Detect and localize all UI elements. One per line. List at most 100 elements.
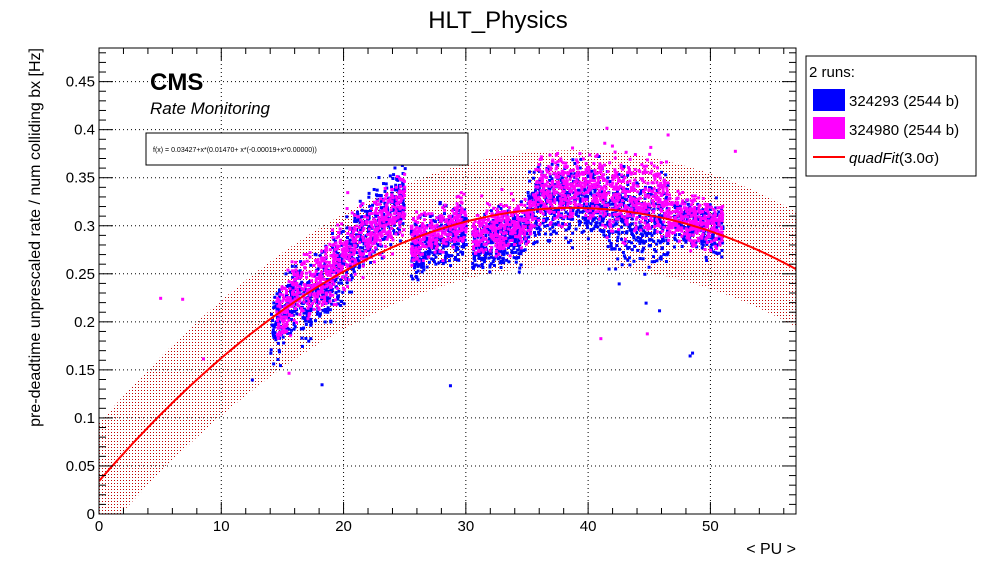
data-point xyxy=(654,192,658,196)
data-point xyxy=(401,192,405,196)
data-point xyxy=(578,166,582,170)
data-point xyxy=(667,224,671,228)
data-point xyxy=(361,228,365,232)
data-point xyxy=(570,246,574,250)
data-point xyxy=(420,242,424,246)
data-point xyxy=(568,215,572,219)
outlier-point xyxy=(643,272,647,276)
data-point xyxy=(576,208,580,212)
data-point xyxy=(271,328,275,332)
data-point xyxy=(337,289,341,293)
data-point xyxy=(496,226,500,230)
data-point xyxy=(307,339,311,343)
data-point xyxy=(380,212,384,216)
data-point xyxy=(282,341,286,345)
data-point xyxy=(705,219,709,223)
data-point xyxy=(602,177,606,181)
data-point xyxy=(569,190,573,194)
data-point xyxy=(538,181,542,185)
data-point xyxy=(482,257,486,261)
data-point xyxy=(706,215,710,219)
data-point xyxy=(290,317,294,321)
data-point xyxy=(314,253,318,257)
data-point xyxy=(277,307,281,311)
data-point xyxy=(646,181,650,185)
data-point xyxy=(553,201,557,205)
data-point xyxy=(348,258,352,262)
data-point xyxy=(475,213,479,217)
data-point xyxy=(580,181,584,185)
data-point xyxy=(678,206,682,210)
data-point xyxy=(691,239,695,243)
data-point xyxy=(589,170,593,174)
data-point xyxy=(559,172,563,176)
data-point xyxy=(591,199,595,203)
data-point xyxy=(412,262,416,266)
data-point xyxy=(382,182,386,186)
data-point xyxy=(365,220,369,224)
data-point xyxy=(447,223,451,227)
data-point xyxy=(336,269,340,273)
data-point xyxy=(648,152,652,156)
data-point xyxy=(375,188,379,192)
data-point xyxy=(534,222,538,226)
data-point xyxy=(378,221,382,225)
data-point xyxy=(641,233,645,237)
data-point xyxy=(495,246,499,250)
data-point xyxy=(682,234,686,238)
data-point xyxy=(505,216,509,220)
data-point xyxy=(715,222,719,226)
data-point xyxy=(326,297,330,301)
data-point xyxy=(639,220,643,224)
data-point xyxy=(322,266,326,270)
data-point xyxy=(330,288,334,292)
data-point xyxy=(588,204,592,208)
data-point xyxy=(374,236,378,240)
data-point xyxy=(623,240,627,244)
data-point xyxy=(623,216,627,220)
data-point xyxy=(385,218,389,222)
outlier-point xyxy=(688,354,692,358)
data-point xyxy=(455,215,459,219)
data-point xyxy=(417,259,421,263)
data-point xyxy=(328,296,332,300)
data-point xyxy=(359,231,363,235)
data-point xyxy=(607,267,611,271)
data-point xyxy=(395,198,399,202)
data-point xyxy=(591,175,595,179)
data-point xyxy=(453,221,457,225)
data-point xyxy=(520,240,524,244)
data-point xyxy=(489,229,493,233)
data-point xyxy=(383,186,387,190)
data-point xyxy=(598,217,602,221)
data-point xyxy=(351,267,355,271)
data-point xyxy=(516,204,520,208)
data-point xyxy=(276,315,280,319)
data-point xyxy=(657,205,661,209)
data-point xyxy=(330,232,334,236)
data-point xyxy=(449,238,453,242)
data-point xyxy=(495,221,499,225)
data-point xyxy=(528,199,532,203)
data-point xyxy=(714,196,718,200)
data-point xyxy=(489,252,493,256)
data-point xyxy=(577,203,581,207)
data-point xyxy=(617,172,621,176)
data-point xyxy=(410,224,414,228)
data-point xyxy=(564,223,568,227)
data-point xyxy=(349,248,353,252)
data-point xyxy=(690,211,694,215)
data-point xyxy=(411,277,415,281)
data-point xyxy=(276,319,280,323)
data-point xyxy=(421,244,425,248)
data-point xyxy=(426,223,430,227)
data-point xyxy=(427,238,431,242)
data-point xyxy=(614,217,618,221)
data-point xyxy=(328,299,332,303)
data-point xyxy=(506,227,510,231)
data-point xyxy=(543,209,547,213)
data-point xyxy=(623,242,627,246)
data-point xyxy=(702,217,706,221)
data-point xyxy=(658,241,662,245)
data-point xyxy=(565,181,569,185)
